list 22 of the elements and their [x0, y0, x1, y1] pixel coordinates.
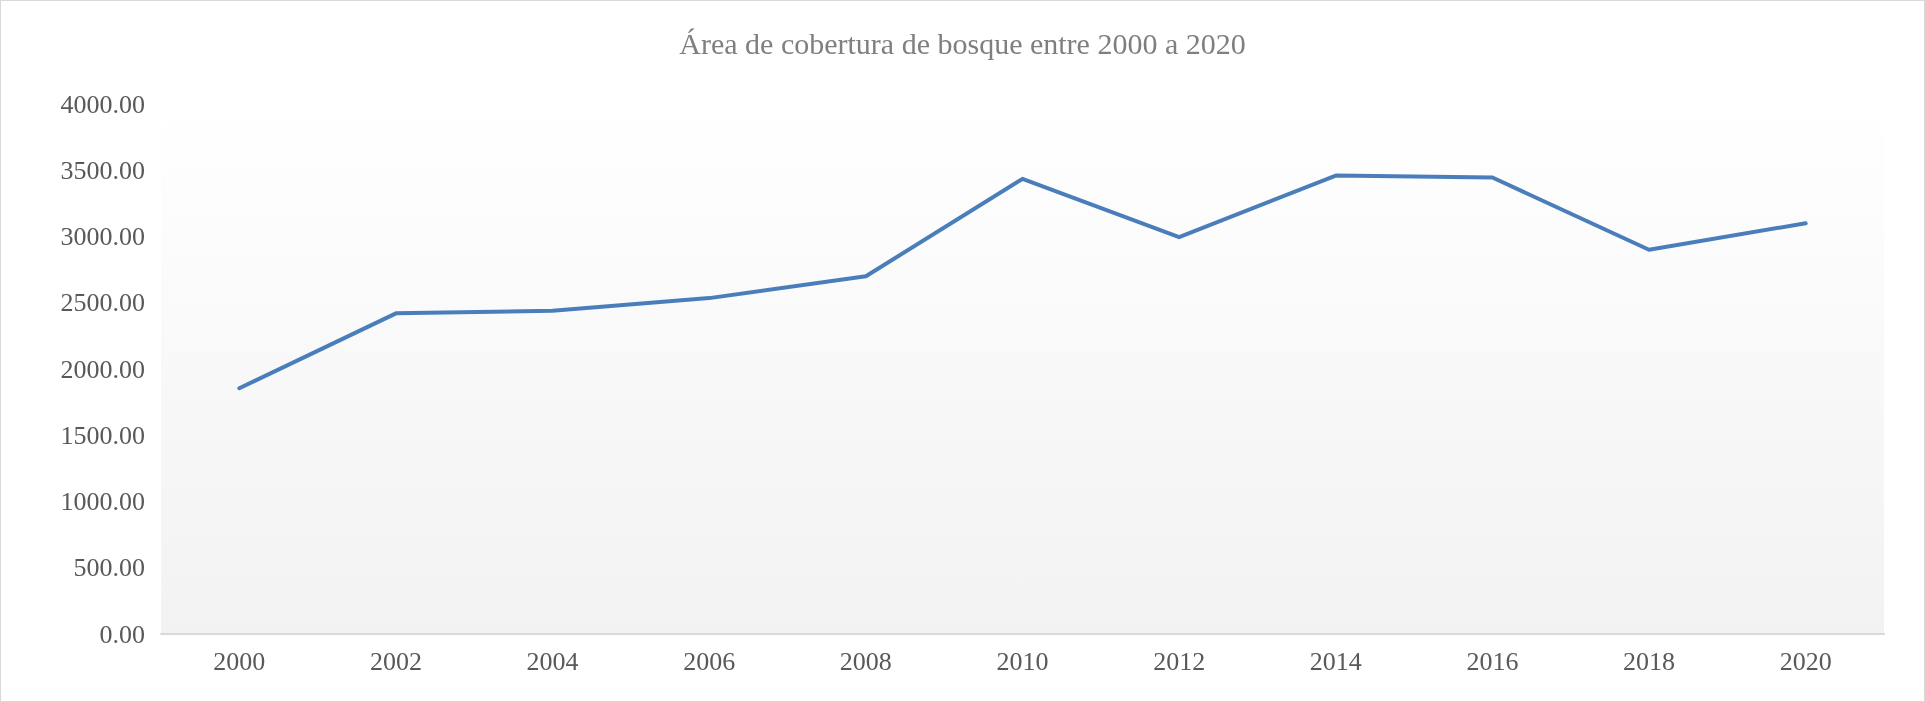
y-tick-label: 3500.00 — [60, 155, 145, 185]
y-tick-label: 2000.00 — [60, 354, 145, 384]
chart-title: Área de cobertura de bosque entre 2000 a 2020 — [679, 26, 1246, 60]
y-tick-label: 1000.00 — [60, 487, 145, 516]
x-tick-label: 2010 — [996, 646, 1049, 676]
x-tick-label: 2012 — [1153, 646, 1206, 676]
x-tick-label: 2006 — [683, 646, 736, 676]
y-tick-label: 1500.00 — [60, 420, 145, 450]
y-tick-label: 2500.00 — [60, 288, 145, 318]
x-tick-label: 2000 — [213, 646, 266, 676]
x-tick-label: 2020 — [1779, 646, 1832, 676]
x-tick-label: 2002 — [369, 646, 422, 676]
y-tick-label: 500.00 — [73, 553, 145, 583]
x-tick-label: 2018 — [1623, 646, 1676, 676]
y-tick-label: 0.00 — [99, 619, 145, 649]
y-tick-label: 3000.00 — [60, 222, 145, 251]
x-tick-label: 2004 — [526, 646, 579, 676]
y-tick-label: 4000.00 — [60, 89, 145, 119]
x-tick-label: 2008 — [839, 646, 892, 676]
line-series — [237, 173, 1808, 391]
x-tick-label: 2016 — [1466, 646, 1519, 676]
x-tick-label: 2014 — [1309, 646, 1362, 676]
